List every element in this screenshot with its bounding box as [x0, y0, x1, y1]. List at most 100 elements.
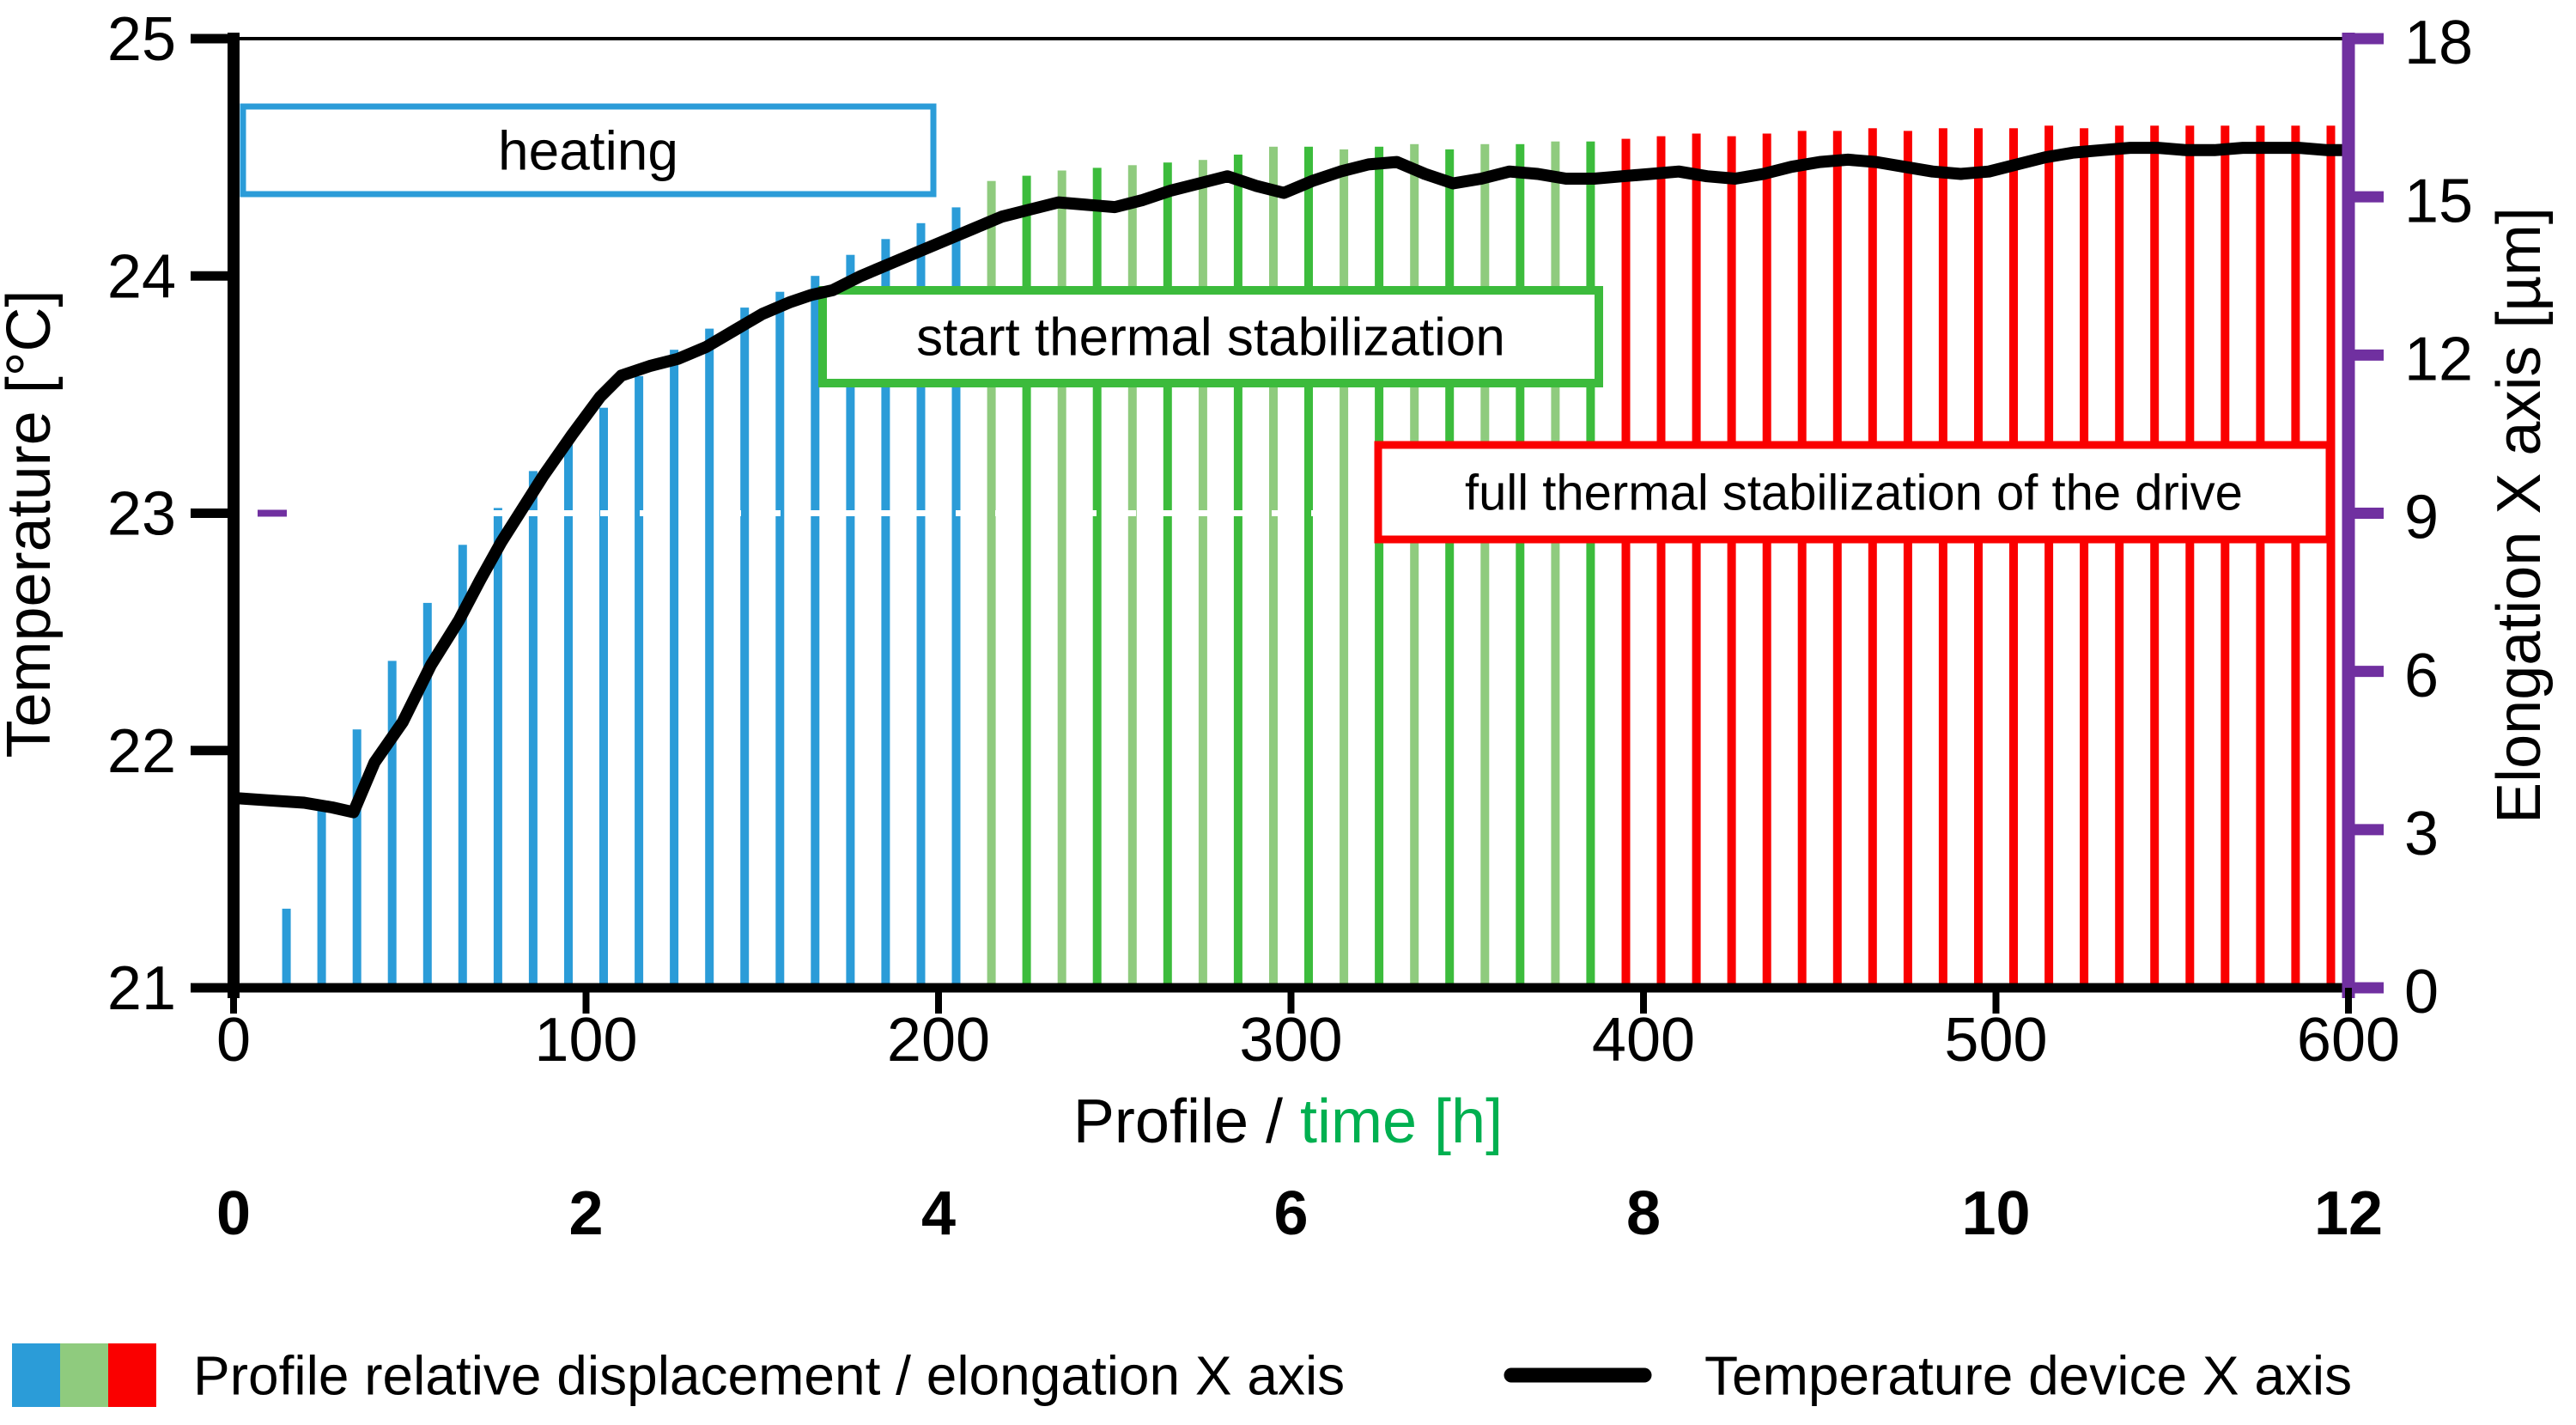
bar: [1727, 136, 1736, 989]
bar: [1692, 133, 1701, 988]
time-tick-label: 2: [568, 1179, 603, 1248]
bar: [1974, 128, 1983, 989]
bar: [987, 180, 996, 988]
bar: [1057, 170, 1066, 988]
bar: [1304, 146, 1313, 989]
bar: [1340, 149, 1349, 988]
elongation-bars-layer: [282, 125, 2336, 989]
time-tick-label: 4: [921, 1179, 956, 1248]
bar: [1762, 133, 1771, 988]
bar: [1903, 131, 1912, 988]
heating-box: [240, 103, 937, 198]
profile-tick-label: 400: [1592, 1006, 1695, 1075]
bar: [282, 908, 291, 988]
bar: [2291, 125, 2300, 989]
bar: [1127, 165, 1137, 989]
left-tick-label: 21: [107, 954, 176, 1023]
bar: [1022, 175, 1031, 989]
bar: [317, 808, 326, 988]
right-tick-label: 0: [2404, 958, 2439, 1026]
bar: [1797, 131, 1807, 988]
bar: [1233, 155, 1242, 988]
profile-tick-label: 500: [1944, 1006, 2047, 1075]
time-tick-label: 0: [216, 1179, 251, 1248]
bar: [1868, 128, 1877, 989]
temperature-curve-layer: [228, 142, 2354, 819]
bar: [1445, 149, 1455, 988]
bar: [564, 439, 573, 988]
bar: [1938, 128, 1947, 989]
bar: [811, 276, 820, 988]
right-axis-title: Elongation X axis [µm]: [2485, 207, 2554, 824]
bar: [1551, 141, 1560, 988]
bar: [2185, 125, 2195, 989]
profile-tick-label: 100: [534, 1006, 637, 1075]
right-tick-label: 6: [2404, 642, 2439, 710]
annotation-heating: heating: [240, 103, 937, 198]
bar: [493, 508, 502, 988]
bar: [1410, 143, 1419, 989]
x-axis-title-time: time [h]: [1300, 1087, 1503, 1156]
bar: [1375, 146, 1384, 989]
bar: [422, 602, 432, 988]
bar: [846, 254, 855, 988]
bar: [635, 375, 644, 988]
bar: [387, 661, 397, 988]
legend-swatch-blue: [12, 1343, 60, 1407]
time-tick-label: 10: [1961, 1179, 2030, 1248]
bar: [2221, 125, 2230, 989]
bar: [1163, 162, 1172, 988]
bar: [528, 471, 538, 988]
right-tick-label: 15: [2404, 167, 2473, 235]
annotation-start-stabilization: start thermal stabilization: [818, 286, 1603, 387]
bar: [1480, 143, 1490, 989]
bar: [458, 545, 467, 988]
profile-tick-label: 200: [887, 1006, 990, 1075]
profile-tick-label: 0: [216, 1006, 251, 1075]
bar: [740, 308, 750, 989]
legend-swatch-green: [60, 1343, 108, 1407]
bar: [599, 407, 608, 988]
bar: [2080, 128, 2089, 989]
left-axis-title: Temperature [°C]: [0, 290, 64, 758]
bar: [705, 328, 714, 989]
bar: [2326, 125, 2336, 989]
heating-label: heating: [498, 119, 678, 181]
bar: [2044, 125, 2054, 989]
time-tick-label: 8: [1626, 1179, 1661, 1248]
full-stabilization-label: full thermal stabilization of the drive: [1465, 465, 2243, 521]
bar: [2009, 128, 2018, 989]
start-stabilization-box: [818, 286, 1603, 387]
bar: [352, 729, 361, 988]
left-tick-label: 23: [107, 480, 176, 549]
bar: [775, 291, 785, 988]
annotation-full-stabilization: full thermal stabilization of the drive: [1374, 441, 2334, 544]
bar: [2256, 125, 2265, 989]
left-tick-label: 25: [107, 5, 176, 74]
right-tick-label: 3: [2404, 800, 2439, 868]
start-stabilization-label: start thermal stabilization: [916, 308, 1505, 368]
bar: [2150, 125, 2160, 989]
bar: [1586, 141, 1595, 988]
profile-tick-label: 300: [1239, 1006, 1342, 1075]
bar: [2115, 125, 2124, 989]
legend-swatch-red: [108, 1343, 156, 1407]
bar: [1656, 136, 1666, 989]
profile-tick-label: 600: [2297, 1006, 2400, 1075]
right-tick-label: 9: [2404, 484, 2439, 552]
legend-line-label: Temperature device X axis: [1704, 1344, 2352, 1406]
right-tick-label: 12: [2404, 326, 2473, 394]
time-tick-label: 6: [1273, 1179, 1308, 1248]
bar: [951, 207, 961, 988]
left-tick-label: 24: [107, 242, 176, 311]
x-axis-title: Profile / time [h]: [1073, 1087, 1503, 1156]
full-stabilization-box: [1374, 441, 2334, 544]
bar: [1269, 146, 1278, 989]
x-axis-title-profile: Profile /: [1073, 1087, 1300, 1156]
bar: [1198, 160, 1207, 988]
bar: [1832, 131, 1842, 988]
legend: Profile relative displacement / elongati…: [12, 1343, 2352, 1407]
bar: [1621, 138, 1631, 989]
